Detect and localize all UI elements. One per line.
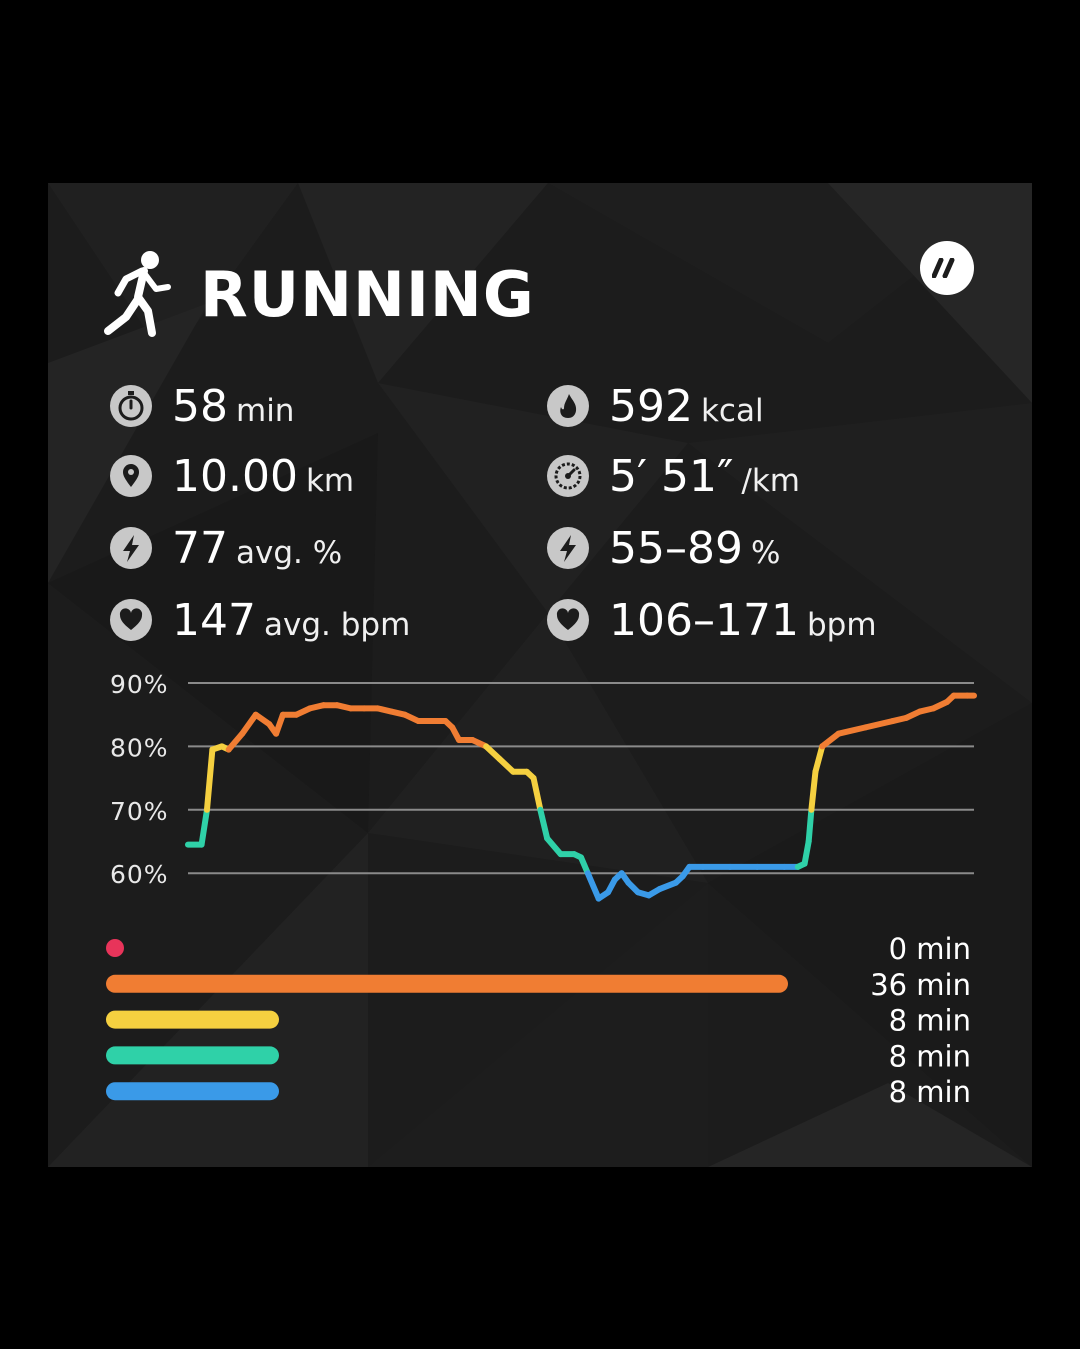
background-pattern	[48, 183, 1032, 1167]
series-line-segment	[835, 724, 869, 737]
series-line-segment	[273, 711, 286, 737]
zone-time-label: 8 min	[889, 1039, 971, 1073]
series-line-segment	[544, 835, 564, 858]
series-line-segment	[805, 806, 815, 845]
heart-icon	[110, 599, 152, 641]
stat-calories: 592 kcal	[547, 381, 764, 432]
series-line-segment	[496, 756, 517, 775]
stat-pace: 5′ 51″ /km	[547, 451, 801, 502]
stat-value: 58	[172, 381, 228, 432]
series-line-segment	[808, 768, 819, 813]
zone-time-label: 8 min	[889, 1075, 971, 1109]
series-line-segment	[812, 743, 826, 775]
intensity-chart: 90% 80% 70% 60%	[110, 670, 977, 902]
stat-unit: bpm	[806, 607, 877, 643]
stat-intensity-range: 55–89 %	[547, 523, 781, 574]
series-line-segment	[801, 838, 812, 867]
lightning-icon	[547, 527, 589, 569]
y-tick-label: 80%	[110, 733, 169, 762]
stat-avg-heart-rate: 147 avg. bpm	[110, 595, 411, 646]
stat-value: 10.00	[172, 451, 298, 502]
series-line-segment	[584, 870, 602, 902]
speedometer-icon	[547, 455, 589, 497]
series-line-segment	[239, 711, 259, 737]
flame-icon	[547, 385, 589, 427]
zone-time-label: 36 min	[870, 968, 971, 1002]
stat-unit: avg. %	[236, 535, 343, 571]
y-tick-label: 90%	[110, 670, 169, 699]
series-line-segment	[862, 718, 896, 731]
y-tick-label: 60%	[110, 860, 169, 889]
stat-duration: 58 min	[110, 381, 295, 432]
y-tick-label: 70%	[110, 797, 169, 826]
series-line-segment	[530, 775, 544, 813]
series-line-segment	[203, 746, 216, 813]
stat-heart-rate-range: 106–171 bpm	[547, 595, 877, 646]
zone-dot-red	[106, 939, 124, 957]
zone-time-label: 8 min	[889, 1004, 971, 1038]
series-line-segment	[537, 806, 551, 842]
stat-unit: min	[236, 393, 295, 429]
workout-card: RUNNING 58 min 10.00 km 77 avg. %	[48, 183, 1032, 1167]
running-person-icon	[104, 251, 171, 337]
stat-value: 77	[172, 523, 228, 574]
stat-value: 55–89	[609, 523, 743, 574]
location-pin-icon	[110, 455, 152, 497]
stat-unit: %	[750, 535, 781, 571]
series-line-segment	[483, 743, 503, 763]
page-title: RUNNING	[200, 257, 535, 331]
stat-unit: avg. bpm	[263, 607, 411, 643]
header: RUNNING	[104, 249, 535, 339]
stat-distance: 10.00 km	[110, 451, 355, 502]
stat-unit: km	[305, 463, 355, 499]
stat-unit: /km	[741, 463, 801, 499]
stat-value: 147	[172, 595, 256, 646]
stat-value: 5′ 51″	[609, 451, 734, 502]
series-line-segment	[225, 730, 246, 753]
series-line-segment	[819, 730, 842, 750]
series-line-segment	[198, 806, 210, 848]
lightning-icon	[110, 527, 152, 569]
stat-unit: kcal	[700, 393, 764, 429]
heart-icon	[547, 599, 589, 641]
stopwatch-icon	[110, 385, 152, 427]
stat-avg-intensity: 77 avg. %	[110, 523, 343, 574]
stat-value: 592	[609, 381, 693, 432]
brand-logo-icon	[920, 241, 974, 295]
stat-value: 106–171	[609, 595, 799, 646]
zone-time-label: 0 min	[889, 932, 971, 966]
